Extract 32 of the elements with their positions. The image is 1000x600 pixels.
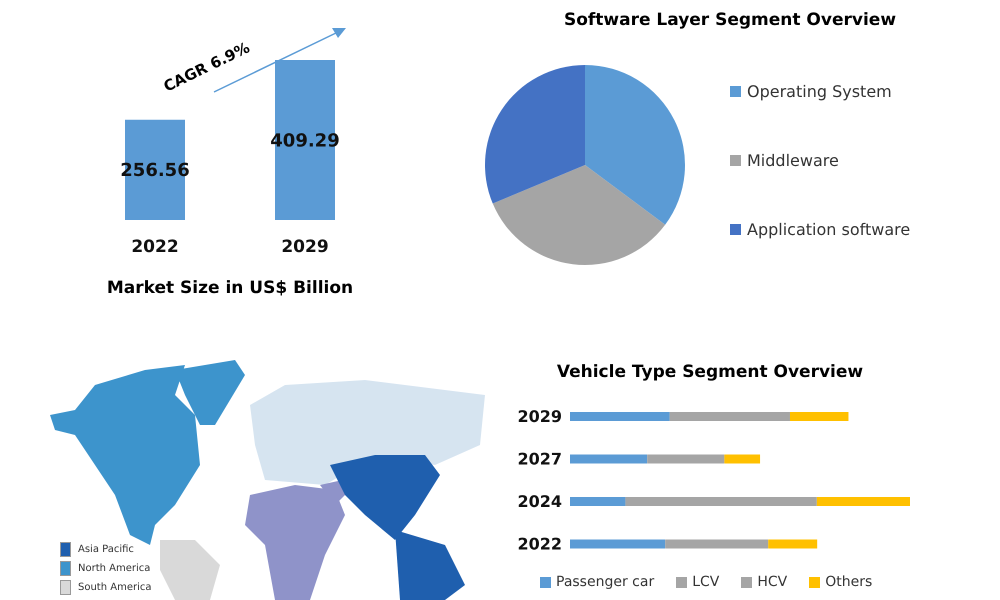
bar bbox=[570, 412, 670, 421]
bar bbox=[665, 540, 768, 548]
bar bbox=[724, 454, 760, 464]
legend-label: Operating System bbox=[746, 82, 893, 100]
y-tick-label: 2027 bbox=[517, 449, 562, 468]
bar bbox=[768, 540, 818, 548]
legend-label: Others bbox=[824, 574, 872, 590]
bar bbox=[816, 497, 910, 506]
legend-label: Passenger car bbox=[555, 574, 654, 590]
pie-slice bbox=[485, 65, 585, 204]
pie-slice bbox=[492, 165, 666, 265]
bar bbox=[670, 412, 790, 421]
bar bbox=[570, 540, 666, 548]
text: Asia Pacific bbox=[77, 543, 135, 557]
bar bbox=[647, 454, 724, 464]
bar bbox=[790, 412, 848, 421]
y-tick-label: 2029 bbox=[517, 406, 562, 426]
legend-label: HCV bbox=[756, 574, 788, 590]
legend-label: Middleware bbox=[746, 150, 840, 170]
y-tick-label: 2022 bbox=[517, 534, 562, 554]
bar bbox=[570, 497, 626, 506]
pie-slice bbox=[585, 65, 685, 225]
chart-title: Software Layer Segment Overview bbox=[562, 10, 898, 32]
y-tick-label: 2024 bbox=[517, 492, 562, 511]
legend-label: LCV bbox=[691, 574, 720, 590]
bar bbox=[570, 454, 648, 464]
text: North America bbox=[77, 562, 152, 576]
chart-title: Vehicle Type Segment Overview bbox=[556, 362, 864, 382]
legend-label: Application software bbox=[746, 220, 910, 238]
bar bbox=[625, 497, 817, 506]
text: South America bbox=[77, 581, 152, 595]
x-axis-title: Market Size in US$ Billion bbox=[106, 278, 354, 298]
